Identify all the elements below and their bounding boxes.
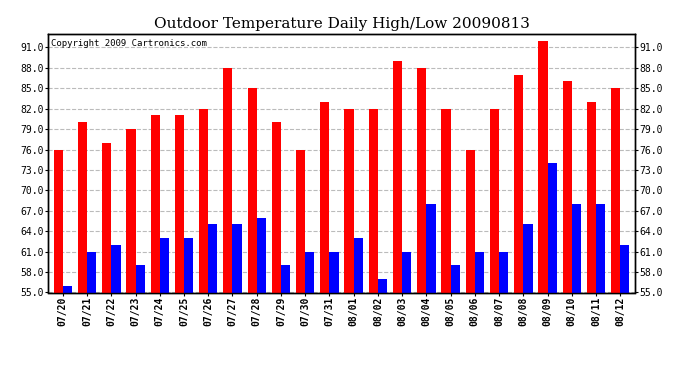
Bar: [257, 217, 266, 375]
Bar: [63, 286, 72, 375]
Bar: [417, 68, 426, 375]
Bar: [451, 265, 460, 375]
Bar: [548, 163, 557, 375]
Bar: [562, 81, 572, 375]
Bar: [499, 252, 509, 375]
Bar: [87, 252, 97, 375]
Bar: [596, 204, 605, 375]
Bar: [586, 102, 596, 375]
Text: Copyright 2009 Cartronics.com: Copyright 2009 Cartronics.com: [51, 39, 207, 48]
Bar: [126, 129, 135, 375]
Bar: [402, 252, 411, 375]
Bar: [296, 150, 305, 375]
Bar: [514, 75, 523, 375]
Bar: [523, 224, 533, 375]
Bar: [620, 245, 629, 375]
Bar: [426, 204, 435, 375]
Bar: [175, 116, 184, 375]
Bar: [248, 88, 257, 375]
Bar: [150, 116, 160, 375]
Bar: [54, 150, 63, 375]
Bar: [111, 245, 121, 375]
Bar: [208, 224, 217, 375]
Bar: [344, 109, 354, 375]
Bar: [442, 109, 451, 375]
Bar: [135, 265, 145, 375]
Bar: [233, 224, 241, 375]
Bar: [475, 252, 484, 375]
Bar: [393, 61, 402, 375]
Bar: [160, 238, 169, 375]
Bar: [281, 265, 290, 375]
Bar: [538, 40, 548, 375]
Bar: [572, 204, 581, 375]
Bar: [354, 238, 363, 375]
Bar: [466, 150, 475, 375]
Bar: [184, 238, 193, 375]
Bar: [224, 68, 233, 375]
Bar: [78, 122, 87, 375]
Bar: [320, 102, 329, 375]
Bar: [272, 122, 281, 375]
Bar: [611, 88, 620, 375]
Bar: [378, 279, 387, 375]
Bar: [305, 252, 315, 375]
Bar: [199, 109, 208, 375]
Title: Outdoor Temperature Daily High/Low 20090813: Outdoor Temperature Daily High/Low 20090…: [154, 17, 529, 31]
Bar: [329, 252, 339, 375]
Bar: [490, 109, 499, 375]
Bar: [368, 109, 378, 375]
Bar: [102, 143, 111, 375]
